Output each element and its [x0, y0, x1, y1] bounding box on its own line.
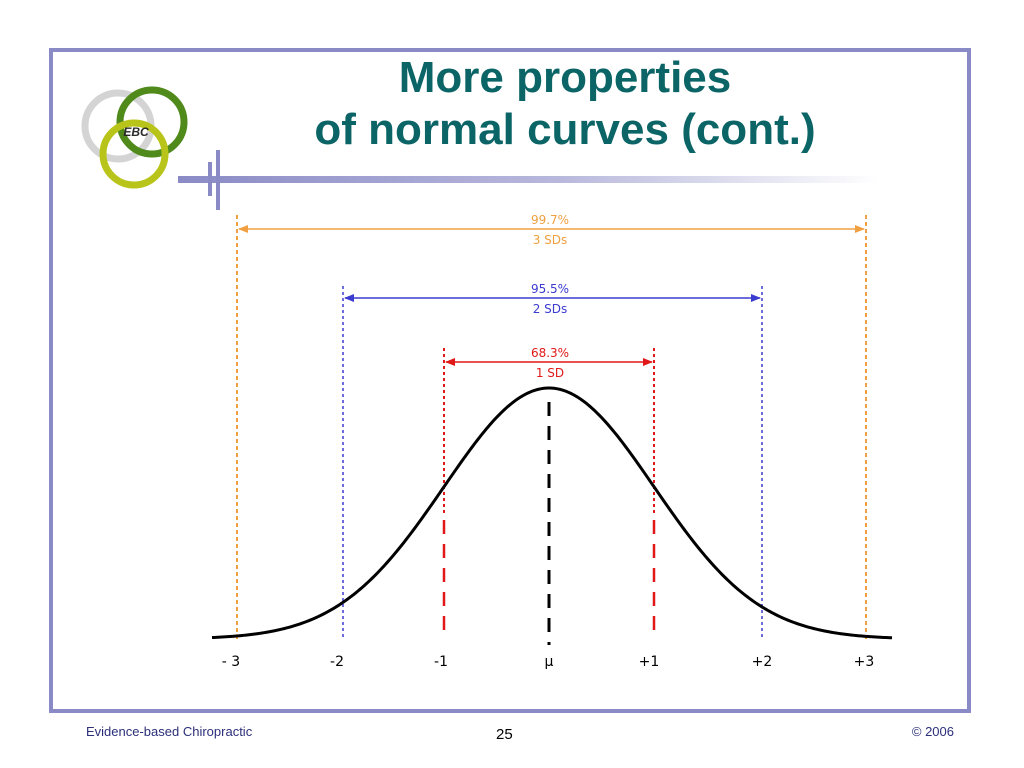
logo-yellow-ring — [99, 119, 169, 189]
logo-text: EBC — [123, 125, 149, 139]
ebc-logo: EBC — [81, 86, 188, 189]
title-line-1: More properties — [398, 53, 732, 102]
one-sd-percent: 68.3% — [531, 346, 569, 360]
slide-title: More properties of normal curves (cont.) — [230, 52, 900, 156]
title-bar-tick-2 — [216, 150, 220, 210]
three-sd-label: 3 SDs — [533, 233, 568, 247]
footer-page-number: 25 — [496, 726, 513, 743]
title-underline-bar — [178, 176, 880, 183]
slide-frame — [49, 48, 971, 713]
footer-copyright: © 2006 — [911, 724, 954, 739]
axis-label-mu: μ — [545, 654, 554, 670]
footer-course-name: Evidence-based Chiropractic — [86, 724, 253, 739]
axis-label-plus-3: +3 — [854, 654, 875, 670]
axis-label-plus-2: +2 — [752, 654, 773, 670]
title-bar-tick-1 — [208, 162, 212, 196]
three-sd-percent: 99.7% — [531, 213, 569, 227]
normal-curve — [211, 386, 893, 640]
axis-label-plus-1: +1 — [639, 654, 660, 670]
two-sd-percent: 95.5% — [531, 282, 569, 296]
axis-label-minus-2: -2 — [330, 654, 344, 670]
axis-label-minus-3: - 3 — [222, 654, 240, 670]
one-sd-label: 1 SD — [536, 366, 564, 380]
two-sd-label: 2 SDs — [533, 302, 568, 316]
axis-label-minus-1: -1 — [434, 654, 448, 670]
logo-green-ring — [116, 86, 188, 158]
title-line-2: of normal curves (cont.) — [314, 105, 816, 154]
